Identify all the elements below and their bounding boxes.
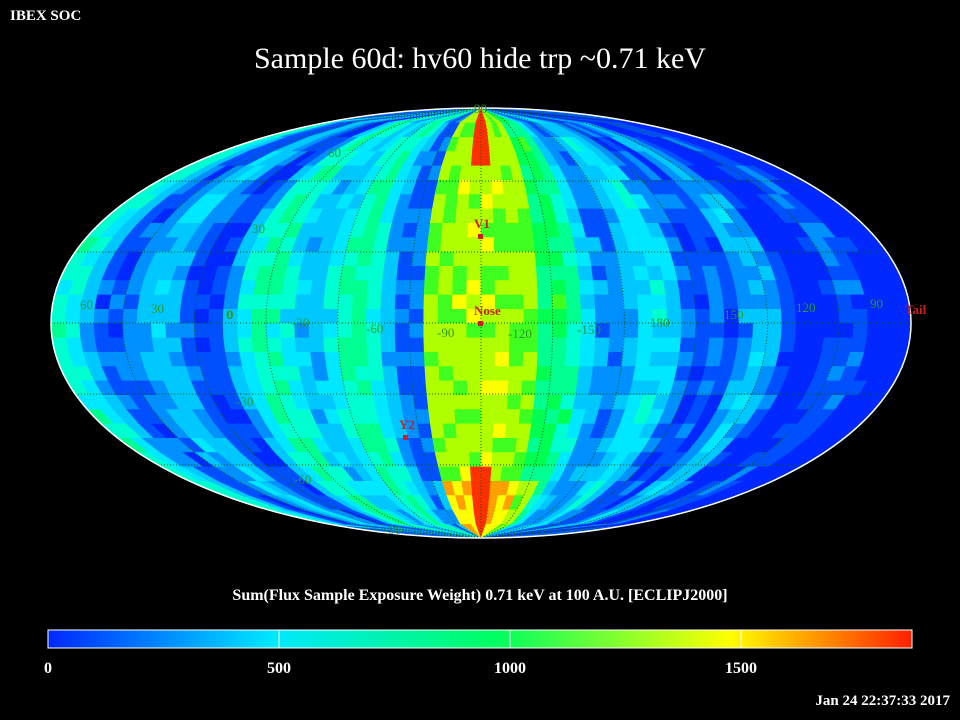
lon-label-30: 30: [151, 301, 164, 316]
marker-label-v1: V1: [474, 216, 490, 231]
lon-label-180: 180: [650, 315, 670, 330]
marker-label-nose: Nose: [474, 303, 501, 318]
lat-label-0: 0: [226, 307, 233, 322]
lat-label-m60: -60: [294, 472, 311, 487]
lon-label-150: 150: [724, 307, 744, 322]
lon-label-60: 60: [80, 297, 93, 312]
lat-label-60: 60: [328, 145, 341, 160]
timestamp: Jan 24 22:37:33 2017: [815, 693, 950, 709]
map-title: Sample 60d: hv60 hide trp ~0.71 keV: [253, 42, 706, 75]
lat-label-30: 30: [252, 221, 265, 236]
flux-heatmap: [51, 108, 911, 538]
lon-label-120: 120: [796, 300, 816, 315]
marker-v1: [478, 234, 483, 239]
lat-label-m30: -30: [236, 394, 253, 409]
marker-label-tail: Tail: [905, 302, 927, 317]
lon-label-m60: -60: [366, 321, 383, 336]
lon-label-m120: -120: [508, 326, 532, 341]
lon-label-m150: -150: [577, 322, 601, 337]
marker-label-v2: Y2: [399, 417, 415, 432]
colorbar: [47, 629, 913, 649]
org-label: IBEX SOC: [10, 8, 82, 24]
colorbar-label-1000: 1000: [494, 660, 526, 677]
marker-nose: [478, 321, 483, 326]
lon-label-m30: -30: [292, 315, 309, 330]
colorbar-title: Sum(Flux Sample Exposure Weight) 0.71 ke…: [232, 587, 728, 604]
colorbar-label-0: 0: [44, 660, 52, 677]
lon-label-0: 0: [227, 307, 234, 322]
lon-label-m90: -90: [437, 325, 454, 340]
lon-label-90: 90: [870, 296, 883, 311]
lat-label-90: 90: [474, 101, 487, 116]
lat-label-m90: -90: [384, 522, 401, 537]
colorbar-label-500: 500: [267, 660, 291, 677]
map-outline: [50, 107, 912, 539]
marker-v2: [403, 435, 408, 440]
colorbar-label-1500: 1500: [725, 660, 757, 677]
